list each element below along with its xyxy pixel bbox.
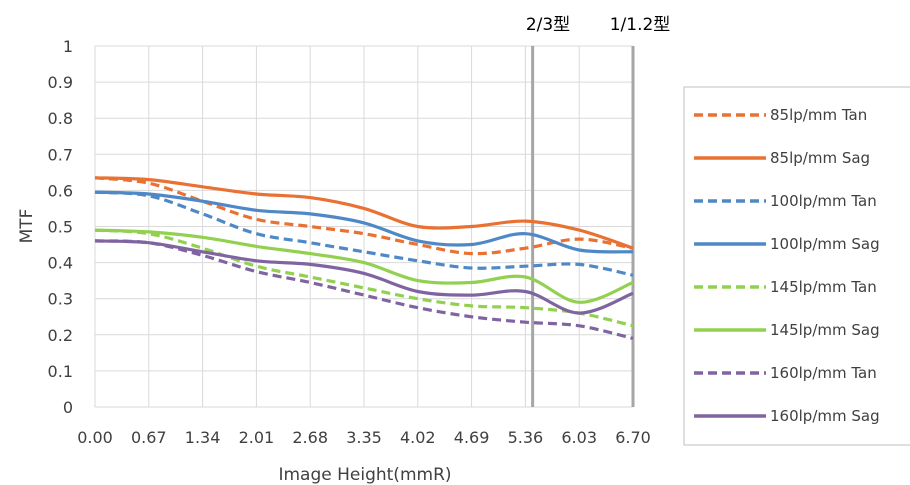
series-line-145lp-mm-sag [94, 228, 634, 304]
series-line-100lp-mm-sag [94, 190, 634, 254]
y-tick-label-2: 0.2 [48, 326, 73, 345]
x-tick-label-9: 6.03 [561, 428, 597, 447]
y-tick-label-6: 0.6 [48, 181, 73, 200]
legend-box [683, 86, 910, 446]
legend-label-3: 100lp/mm Sag [770, 235, 880, 253]
x-tick-label-6: 4.02 [400, 428, 436, 447]
series-line-145lp-mm-tan [94, 228, 634, 328]
marker-label-1: 1/1.2型 [610, 15, 671, 35]
y-axis-title: MTF [17, 209, 37, 244]
legend-label-2: 100lp/mm Tan [770, 192, 877, 210]
x-tick-label-5: 3.35 [346, 428, 382, 447]
y-tick-label-0: 0 [63, 398, 73, 417]
chart-legend: 85lp/mm Tan 85lp/mm Sag 100lp/mm Tan 100lp/… [683, 86, 910, 446]
x-tick-label-2: 1.34 [185, 428, 221, 447]
x-tick-label-3: 2.01 [239, 428, 275, 447]
series-line-160lp-mm-sag [94, 239, 634, 315]
series-line-85lp-mm-tan [94, 176, 634, 256]
legend-label-4: 145lp/mm Tan [770, 278, 877, 296]
sensor-size-markers: 2/3型 1/1.2型 [526, 15, 670, 407]
grid-lines [94, 45, 634, 408]
y-tick-label-8: 0.8 [48, 109, 73, 128]
legend-label-7: 160lp/mm Sag [770, 407, 880, 425]
marker-label-0: 2/3型 [526, 15, 570, 35]
x-tick-label-10: 6.70 [615, 428, 651, 447]
y-axis-ticks: 0 0.1 0.2 0.3 0.4 0.5 0.6 0.7 0.8 0.9 1 [48, 37, 73, 417]
x-tick-label-0: 0.00 [77, 428, 113, 447]
y-tick-label-1: 0.1 [48, 362, 73, 381]
y-tick-label-3: 0.3 [48, 290, 73, 309]
x-axis-ticks: 0.00 0.67 1.34 2.01 2.68 3.35 4.02 4.69 5.36 6.03… [77, 428, 651, 447]
series-line-160lp-mm-tan [94, 239, 634, 340]
x-tick-label-1: 0.67 [131, 428, 167, 447]
x-tick-label-7: 4.69 [454, 428, 490, 447]
series-lines [94, 176, 634, 340]
series-line-85lp-mm-sag [94, 176, 634, 250]
legend-items: 85lp/mm Tan 85lp/mm Sag 100lp/mm Tan 100lp/… [694, 106, 880, 425]
series-line-100lp-mm-tan [94, 190, 634, 277]
legend-label-1: 85lp/mm Sag [770, 149, 870, 167]
legend-label-0: 85lp/mm Tan [770, 106, 867, 124]
y-tick-label-4: 0.4 [48, 254, 73, 273]
y-tick-label-7: 0.7 [48, 145, 73, 164]
x-tick-label-8: 5.36 [508, 428, 544, 447]
x-axis-title: Image Height(mmR) [278, 465, 451, 485]
x-tick-label-4: 2.68 [292, 428, 328, 447]
legend-label-6: 160lp/mm Tan [770, 364, 877, 382]
y-tick-label-10: 1 [63, 37, 73, 56]
y-tick-label-5: 0.5 [48, 218, 73, 237]
y-tick-label-9: 0.9 [48, 73, 73, 92]
legend-label-5: 145lp/mm Sag [770, 321, 880, 339]
